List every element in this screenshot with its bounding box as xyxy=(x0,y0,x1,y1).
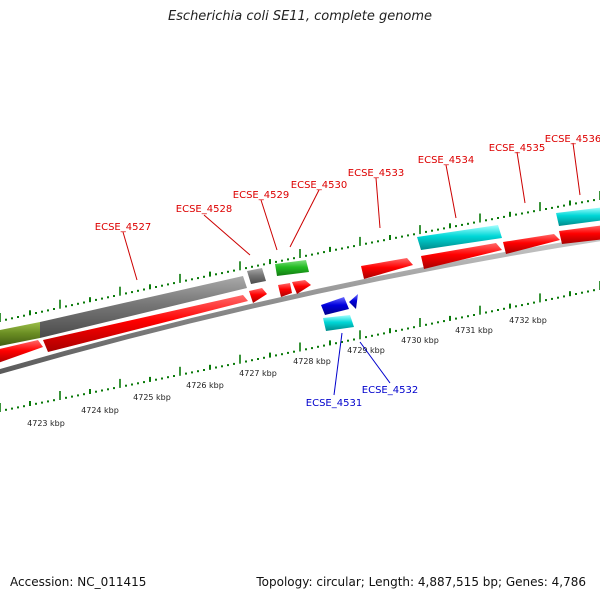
leader-ecse-4533 xyxy=(375,177,381,229)
leader-ecse-4531 xyxy=(333,332,343,396)
gene-olive xyxy=(0,322,40,346)
forward-gene-labels: ECSE_4527 ECSE_4528 ECSE_4529 ECSE_4530 … xyxy=(95,134,600,233)
label-ecse-4531: ECSE_4531 xyxy=(306,398,362,409)
genome-summary-text: Topology: circular; Length: 4,887,515 bp… xyxy=(256,575,586,589)
gene-red-arrow xyxy=(0,340,43,363)
map-title: Escherichia coli SE11, complete genome xyxy=(167,9,433,24)
gene-ecse-4536 xyxy=(556,207,600,226)
gene-blue-tip xyxy=(349,294,358,309)
scale-label: 4730 kbp xyxy=(401,336,439,345)
gene-ecse-4527 xyxy=(43,295,248,352)
gene-gray-light xyxy=(40,276,247,338)
red-gene-arrows xyxy=(0,225,600,363)
gene-ecse-4529 xyxy=(278,283,292,297)
gene-gray-small xyxy=(247,268,266,284)
forward-label-leaders xyxy=(122,142,581,281)
gene-ecse-4528 xyxy=(249,288,267,303)
label-ecse-4530: ECSE_4530 xyxy=(291,180,347,191)
gene-ecse-4535 xyxy=(503,234,560,254)
scale-label: 4724 kbp xyxy=(81,406,119,415)
label-ecse-4528: ECSE_4528 xyxy=(176,204,232,215)
genome-backbone xyxy=(0,236,600,375)
label-ecse-4534: ECSE_4534 xyxy=(418,155,474,166)
label-ecse-4536: ECSE_4536 xyxy=(545,134,600,145)
leader-ecse-4536 xyxy=(572,142,581,196)
label-ecse-4533: ECSE_4533 xyxy=(348,168,404,179)
gene-ecse-4534 xyxy=(417,225,502,250)
gene-ecse-4532 xyxy=(323,315,354,331)
leader-ecse-4527 xyxy=(122,231,138,281)
gene-red-4534 xyxy=(421,243,502,269)
accession-text: Accession: NC_011415 xyxy=(10,575,147,589)
label-ecse-4527: ECSE_4527 xyxy=(95,222,151,233)
reverse-strand-genes xyxy=(321,294,358,331)
scale-label: 4726 kbp xyxy=(186,381,224,390)
reverse-label-leaders xyxy=(333,332,391,396)
gene-red-4536 xyxy=(559,225,600,244)
scale-label: 4728 kbp xyxy=(293,357,331,366)
lower-scale-ticks xyxy=(0,281,600,412)
leader-ecse-4529 xyxy=(260,199,278,251)
label-ecse-4532: ECSE_4532 xyxy=(362,385,418,396)
gene-red-small xyxy=(292,280,311,294)
label-ecse-4535: ECSE_4535 xyxy=(489,143,545,154)
leader-ecse-4530 xyxy=(289,189,320,248)
upper-scale-ticks xyxy=(0,191,600,322)
scale-label: 4725 kbp xyxy=(133,393,171,402)
gene-ecse-4531 xyxy=(321,297,349,315)
scale-label: 4732 kbp xyxy=(509,316,547,325)
gene-ecse-4530 xyxy=(275,260,309,276)
leader-ecse-4528 xyxy=(203,214,251,256)
scale-label: 4723 kbp xyxy=(27,419,65,428)
gene-ecse-4533 xyxy=(361,258,413,279)
leader-ecse-4535 xyxy=(516,151,526,204)
leader-ecse-4532 xyxy=(359,341,391,384)
reverse-gene-labels: ECSE_4531 ECSE_4532 xyxy=(306,385,418,409)
forward-strand-genes xyxy=(0,207,600,346)
label-ecse-4529: ECSE_4529 xyxy=(233,190,289,201)
scale-label: 4727 kbp xyxy=(239,369,277,378)
leader-ecse-4534 xyxy=(445,164,457,219)
scale-label: 4731 kbp xyxy=(455,326,493,335)
